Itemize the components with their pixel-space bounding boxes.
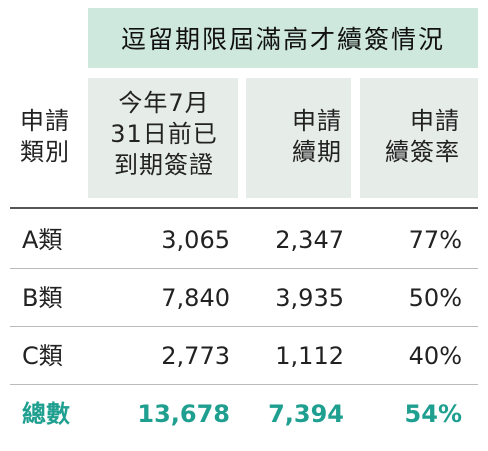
row-category: B類	[22, 284, 63, 312]
row-renewal-rate: 50%	[408, 284, 462, 312]
header-bg-renewal	[246, 78, 351, 198]
row-expired-visas: 7,840	[161, 284, 230, 312]
header-renewal-applications: 申請 續期	[292, 107, 342, 166]
total-expired-visas: 13,678	[137, 400, 230, 428]
row-divider	[10, 268, 478, 269]
header-renewal-rate: 申請 續簽率	[385, 107, 460, 166]
table-title: 逗留期限屆滿高才續簽情況	[88, 8, 478, 68]
total-category: 總數	[22, 400, 70, 428]
row-renewal-rate: 40%	[408, 342, 462, 370]
header-category: 申請 類別	[20, 107, 70, 166]
row-renewal-applications: 1,112	[275, 342, 344, 370]
row-divider	[10, 326, 478, 327]
row-divider	[10, 384, 478, 385]
row-category: A類	[22, 226, 63, 254]
header-bg-rate	[360, 78, 478, 198]
row-expired-visas: 2,773	[161, 342, 230, 370]
header-separator	[10, 207, 478, 209]
row-expired-visas: 3,065	[161, 226, 230, 254]
header-bg-expired	[88, 78, 238, 198]
row-renewal-applications: 3,935	[275, 284, 344, 312]
row-category: C類	[22, 342, 63, 370]
header-expired-visas: 今年7月 31日前已 到期簽證	[110, 89, 218, 179]
total-renewal-applications: 7,394	[268, 400, 344, 428]
row-renewal-rate: 77%	[408, 226, 462, 254]
row-renewal-applications: 2,347	[275, 226, 344, 254]
total-renewal-rate: 54%	[404, 400, 462, 428]
